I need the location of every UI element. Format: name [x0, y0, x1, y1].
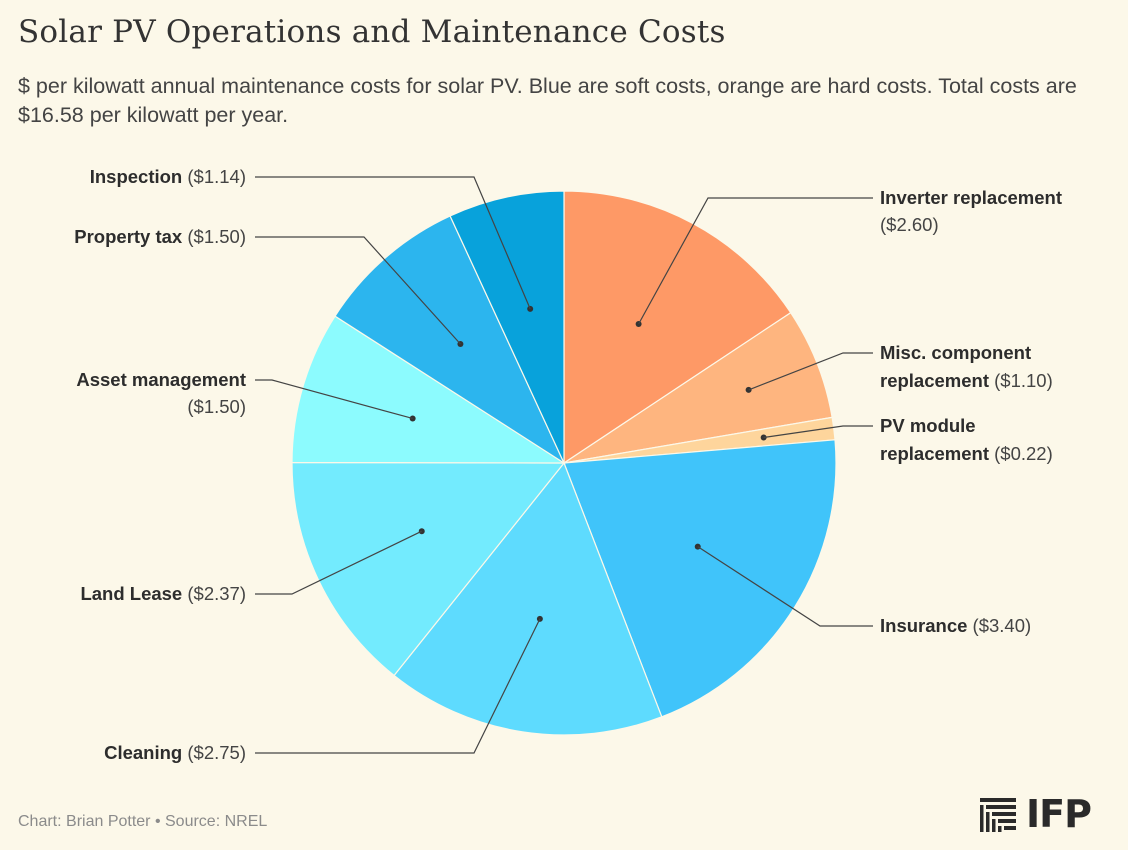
slice-label: Property tax ($1.50)	[74, 226, 246, 247]
slice-label: Cleaning ($2.75)	[104, 742, 246, 763]
chart-title: Solar PV Operations and Maintenance Cost…	[18, 14, 726, 50]
leader-line	[255, 236, 461, 345]
leader-line	[255, 530, 423, 595]
ifp-bars-icon	[980, 798, 1016, 832]
slice-label: replacement ($0.22)	[880, 443, 1053, 464]
chart-credit: Chart: Brian Potter • Source: NREL	[18, 813, 268, 830]
chart-subtitle: $ per kilowatt annual maintenance costs …	[18, 74, 1077, 127]
slice-label: Inverter replacement	[880, 187, 1062, 208]
pie-slice-insurance	[563, 439, 837, 718]
slice-label: replacement ($1.10)	[880, 370, 1053, 391]
leader-line	[763, 425, 873, 439]
ifp-logo: IFP	[980, 792, 1092, 836]
pie-slice-inspection	[449, 190, 565, 464]
leader-line	[255, 176, 531, 310]
pie-slices	[291, 190, 837, 736]
pie-slice-property-tax	[334, 215, 566, 465]
leader-line	[255, 379, 413, 420]
slice-label: Misc. component	[880, 342, 1031, 363]
slice-label: Inspection ($1.14)	[90, 166, 246, 187]
pie-slice-asset-management	[291, 315, 567, 464]
slice-labels: Inverter replacement ($2.60) Misc. compone…	[74, 166, 1062, 763]
slice-label: Insurance ($3.40)	[880, 615, 1031, 636]
slice-label: ($1.50)	[187, 396, 246, 417]
leader-line	[255, 618, 541, 754]
leader-line	[748, 352, 873, 391]
slice-label: PV module	[880, 415, 976, 436]
pie-slice-cleaning	[393, 461, 663, 736]
leader-line	[697, 546, 873, 627]
logo-text: IFP	[1026, 792, 1092, 836]
leader-lines	[255, 176, 873, 754]
slice-label: ($2.60)	[880, 214, 939, 235]
slice-label: Land Lease ($2.37)	[80, 583, 246, 604]
leader-line	[638, 197, 873, 325]
pie-slice-inverter-replacement	[563, 190, 792, 465]
slice-label: Asset management	[76, 369, 246, 390]
